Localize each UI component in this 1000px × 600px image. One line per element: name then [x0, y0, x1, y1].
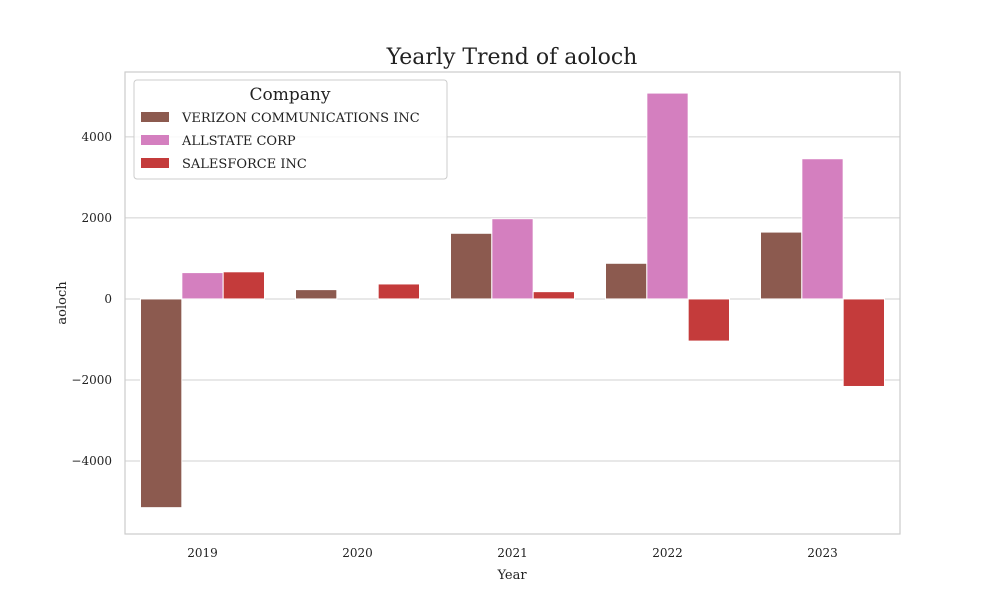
y-axis-label: aoloch	[55, 281, 70, 325]
x-tick-label: 2019	[187, 546, 218, 560]
x-tick-label: 2022	[652, 546, 683, 560]
y-tick-label: 0	[104, 292, 112, 306]
y-axis-ticks: −4000 −2000 0 2000 4000	[71, 130, 112, 468]
bar-2021-1	[491, 218, 534, 300]
x-tick-label: 2023	[807, 546, 838, 560]
bar-2019-0	[140, 298, 183, 509]
legend-label: VERIZON COMMUNICATIONS INC	[181, 111, 420, 126]
legend-swatch	[141, 112, 169, 122]
x-tick-label: 2020	[342, 546, 373, 560]
bar-2019-1	[181, 272, 224, 300]
bar-2019-2	[222, 271, 266, 300]
y-tick-label: −4000	[71, 454, 112, 468]
y-tick-label: −2000	[71, 373, 112, 387]
legend-swatch	[141, 135, 169, 145]
bar-2022-0	[605, 262, 648, 300]
legend-label: SALESFORCE INC	[182, 157, 307, 172]
bar-2023-1	[801, 158, 844, 300]
bar-2022-1	[646, 92, 689, 300]
bar-2021-0	[450, 232, 493, 300]
legend-box	[133, 79, 448, 180]
x-axis-label: Year	[496, 568, 527, 583]
bar-2020-2	[377, 283, 420, 300]
legend: Company VERIZON COMMUNICATIONS INC ALLSTA…	[133, 79, 448, 180]
legend-title: Company	[250, 85, 331, 105]
bar-2022-2	[687, 298, 731, 342]
bar-2020-0	[295, 289, 338, 300]
legend-label: ALLSTATE CORP	[181, 134, 296, 149]
bar-2023-0	[760, 231, 803, 300]
x-axis-ticks: 2019 2020 2021 2022 2023	[187, 546, 838, 560]
bar-2021-2	[532, 291, 576, 300]
legend-items: VERIZON COMMUNICATIONS INC ALLSTATE CORP S…	[141, 111, 420, 172]
chart-title: Yearly Trend of aoloch	[386, 45, 638, 70]
y-tick-label: 2000	[81, 211, 112, 225]
x-tick-label: 2021	[497, 546, 528, 560]
legend-swatch	[141, 158, 169, 168]
plot-frame	[124, 71, 901, 535]
y-tick-label: 4000	[81, 130, 112, 144]
bars	[140, 92, 886, 509]
bar-2023-2	[842, 298, 886, 387]
